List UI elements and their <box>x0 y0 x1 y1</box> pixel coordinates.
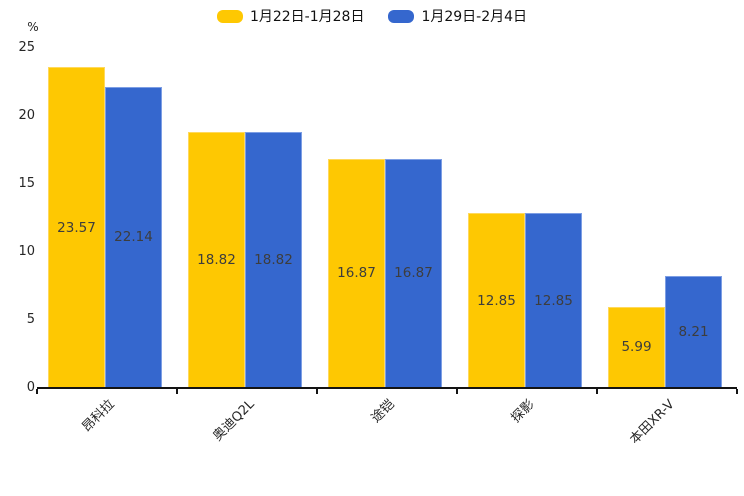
x-axis-tick-mark <box>176 389 178 394</box>
x-axis-tick-mark <box>456 389 458 394</box>
legend-item-week2[interactable]: 1月29日-2月4日 <box>388 6 527 26</box>
bar-s1-c3 <box>328 158 385 388</box>
bar-value-label: 12.85 <box>477 292 516 309</box>
bar-s2-c1 <box>105 86 162 388</box>
y-axis-tick-label: 25 <box>18 40 35 55</box>
bar-value-label: 18.82 <box>197 252 236 269</box>
bar-value-label: 22.14 <box>114 229 153 246</box>
bar-value-label: 16.87 <box>337 265 376 282</box>
x-axis-tick-mark <box>736 389 738 394</box>
bar-value-label: 23.57 <box>57 219 96 236</box>
y-axis-unit-label: % <box>27 20 39 34</box>
bar-s2-c2 <box>245 132 302 388</box>
bar-value-label: 8.21 <box>678 324 709 341</box>
legend-item-week1[interactable]: 1月22日-1月28日 <box>216 6 365 26</box>
x-axis-category-label: 奥迪Q2L <box>210 397 258 445</box>
x-axis-category-label: 途铠 <box>368 397 398 427</box>
legend: 1月22日-1月28日 1月29日-2月4日 <box>0 6 744 26</box>
bar-s1-c2 <box>188 132 245 388</box>
bar-s2-c5 <box>665 276 722 388</box>
legend-label-week2: 1月29日-2月4日 <box>421 9 528 25</box>
y-axis-tick-label: 0 <box>26 380 35 395</box>
y-axis-tick-label: 20 <box>18 108 35 123</box>
x-axis-category-label: 探影 <box>508 397 538 427</box>
x-axis-tick-mark <box>36 389 38 394</box>
bar-s2-c3 <box>385 158 442 388</box>
bar-s1-c4 <box>468 213 525 388</box>
x-axis-tick-mark <box>596 389 598 394</box>
bar-s1-c1 <box>48 67 105 388</box>
bar-value-label: 12.85 <box>534 292 573 309</box>
bar-value-label: 5.99 <box>621 339 652 356</box>
x-axis-tick-mark <box>316 389 318 394</box>
y-axis-tick-label: 5 <box>26 312 35 327</box>
x-axis-category-label: 昂科拉 <box>79 397 118 436</box>
bar-s1-c5 <box>608 306 665 388</box>
x-axis-line <box>37 387 737 389</box>
y-axis-tick-label: 10 <box>18 244 35 259</box>
legend-swatch-blue <box>388 9 415 23</box>
legend-swatch-yellow <box>216 9 243 23</box>
legend-label-week1: 1月22日-1月28日 <box>249 9 365 25</box>
y-axis-tick-label: 15 <box>18 176 35 191</box>
bar-value-label: 18.82 <box>254 252 293 269</box>
bar-s2-c4 <box>525 213 582 388</box>
x-axis-category-label: 本田XR-V <box>627 397 678 448</box>
bar-value-label: 16.87 <box>394 265 433 282</box>
